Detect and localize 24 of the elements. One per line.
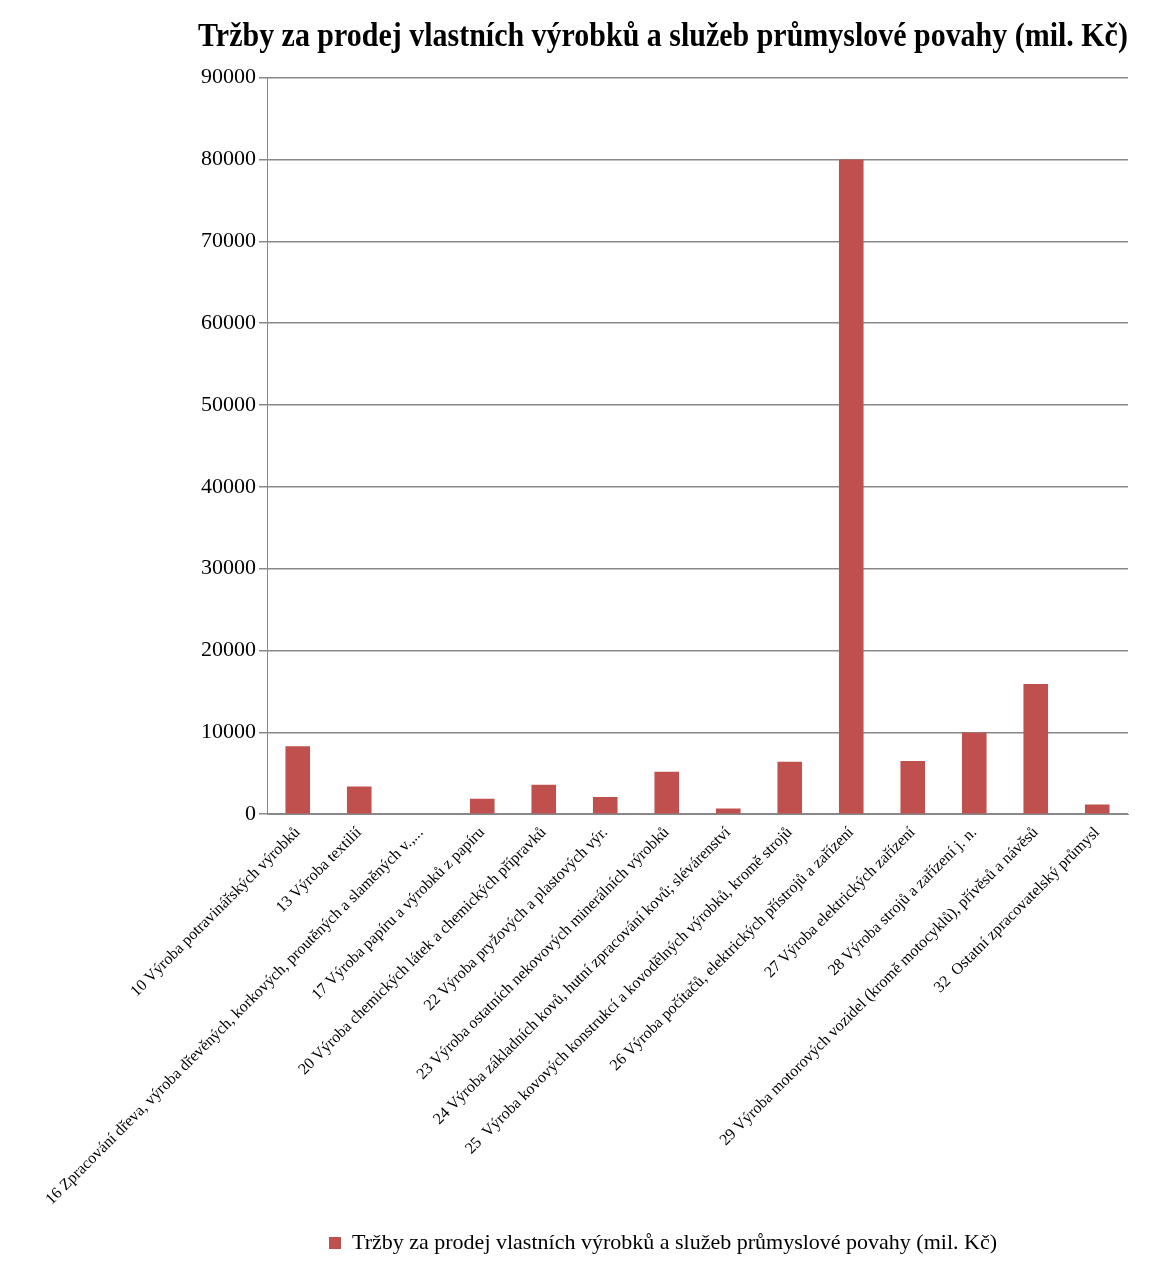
y-tick-label: 90000 [201,63,256,89]
legend-label: Tržby za prodej vlastních výrobků a služeb průmyslové povahy (mil. Kč) [352,1228,997,1254]
y-tick-label: 70000 [201,227,256,253]
y-tick-label: 10000 [201,718,256,744]
y-tick-label: 40000 [201,472,256,498]
y-tick-label: 80000 [201,145,256,171]
y-tick-label: 50000 [201,390,256,416]
y-tick-label: 0 [245,800,256,826]
bar [961,732,987,814]
y-tick-label: 20000 [201,636,256,662]
chart-title: Tržby za prodej vlastních výrobků a služeb průmyslové povahy (mil. Kč) [198,17,1128,54]
bar [838,159,864,814]
bar [346,786,372,814]
bar [1023,684,1049,814]
bar [777,761,803,814]
bar [469,798,495,814]
bar [654,771,680,814]
bar [1084,804,1110,814]
bar [592,797,618,814]
bar [285,746,311,814]
bar [531,784,557,814]
y-tick-label: 60000 [201,308,256,334]
bar [900,761,926,814]
y-tick-label: 30000 [201,554,256,580]
